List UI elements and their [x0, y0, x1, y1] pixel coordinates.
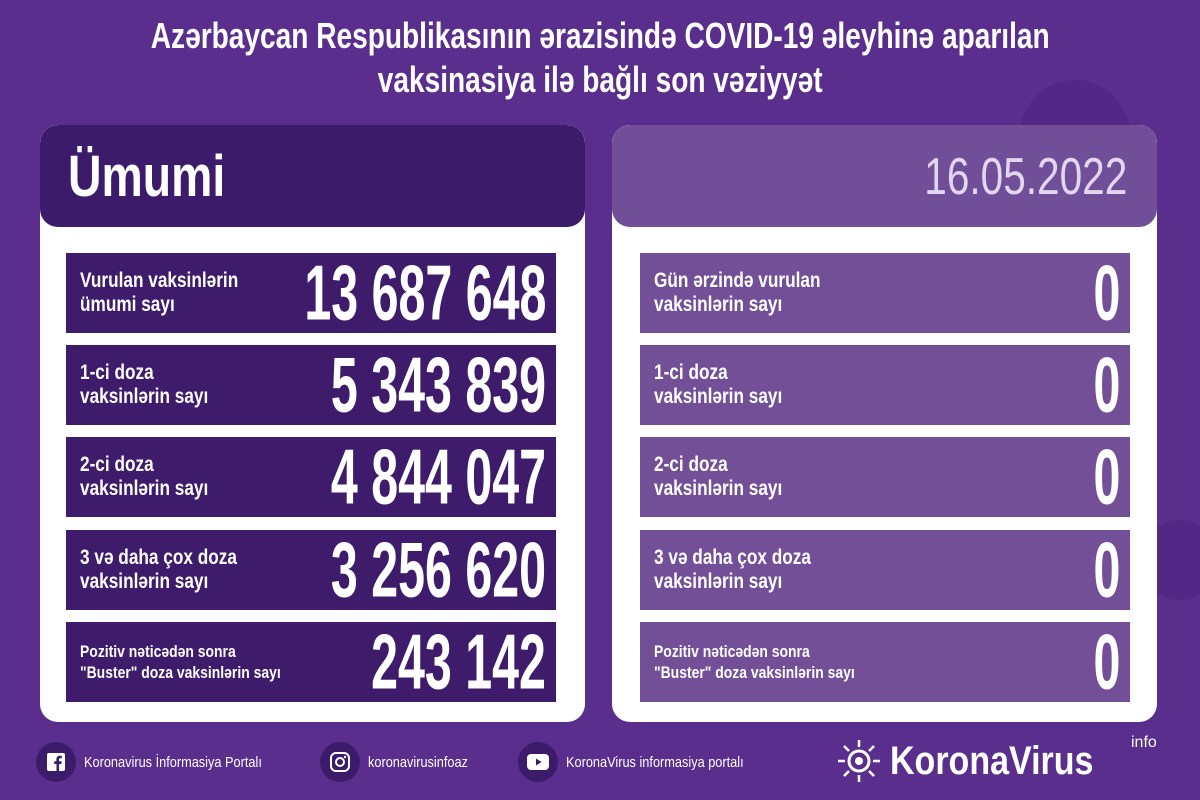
stat-label: Vurulan vaksinlərin ümumi sayı — [80, 269, 239, 316]
stat-value: 3 256 620 — [330, 525, 546, 614]
total-title: Ümumi — [68, 144, 226, 209]
facebook-link[interactable]: Koronavirus İnformasiya Portalı — [36, 742, 293, 782]
stat-value: 13 687 648 — [303, 248, 546, 337]
stat-row: 1-ci doza vaksinlərin sayı 0 — [640, 341, 1130, 429]
daily-card-header: 16.05.2022 — [612, 125, 1157, 227]
stat-value: 5 343 839 — [330, 340, 546, 429]
stat-label: 3 və daha çox doza vaksinlərin sayı — [654, 546, 811, 593]
stat-row: 3 və daha çox doza vaksinlərin sayı 0 — [640, 526, 1130, 614]
stat-label: Pozitiv nəticədən sonra "Buster" doza vak… — [654, 642, 855, 682]
sun-virus-icon — [838, 740, 880, 782]
stat-label: 2-ci doza vaksinlərin sayı — [654, 453, 783, 500]
page-title: Azərbaycan Respublikasının ərazisində CO… — [150, 15, 1050, 100]
stat-row: Vurulan vaksinlərin ümumi sayı 13 687 648 — [66, 249, 556, 337]
stat-value: 4 844 047 — [330, 432, 546, 521]
stat-row: Pozitiv nəticədən sonra "Buster" doza vak… — [66, 618, 556, 706]
instagram-icon — [320, 742, 360, 782]
stat-row: 2-ci doza vaksinlərin sayı 0 — [640, 433, 1130, 521]
daily-card: 16.05.2022 Gün ərzində vurulan vaksinləri… — [612, 125, 1157, 722]
stat-row: Pozitiv nəticədən sonra "Buster" doza vak… — [640, 618, 1130, 706]
youtube-link[interactable]: KoronaVirus informasiya portalı — [518, 742, 775, 782]
stat-label: Pozitiv nəticədən sonra "Buster" doza vak… — [80, 642, 281, 682]
facebook-icon — [36, 742, 76, 782]
stat-label: 2-ci doza vaksinlərin sayı — [80, 453, 209, 500]
stat-row: Gün ərzində vurulan vaksinlərin sayı 0 — [640, 249, 1130, 337]
total-card-header: Ümumi — [40, 125, 585, 227]
report-date: 16.05.2022 — [923, 148, 1127, 206]
stat-label: 1-ci doza vaksinlərin sayı — [80, 361, 209, 408]
stat-row: 2-ci doza vaksinlərin sayı 4 844 047 — [66, 433, 556, 521]
koronavirus-logo: KoronaVirus info — [836, 734, 1157, 784]
stat-value: 0 — [1093, 525, 1120, 614]
stat-label: 3 və daha çox doza vaksinlərin sayı — [80, 546, 237, 593]
footer: Koronavirus İnformasiya Portalı koronavi… — [0, 734, 1200, 794]
youtube-icon — [518, 742, 558, 782]
stat-value: 0 — [1093, 432, 1120, 521]
stat-row: 1-ci doza vaksinlərin sayı 5 343 839 — [66, 341, 556, 429]
instagram-link[interactable]: koronavirusinfoaz — [320, 742, 486, 782]
total-card: Ümumi Vurulan vaksinlərin ümumi sayı 13 68… — [40, 125, 585, 722]
stat-label: 1-ci doza vaksinlərin sayı — [654, 361, 783, 408]
stat-row: 3 və daha çox doza vaksinlərin sayı 3 256 … — [66, 526, 556, 614]
stat-label: Gün ərzində vurulan vaksinlərin sayı — [654, 269, 821, 316]
stat-value: 0 — [1093, 248, 1120, 337]
stat-value: 0 — [1093, 340, 1120, 429]
stat-value: 0 — [1093, 617, 1120, 706]
stat-value: 243 142 — [371, 617, 546, 706]
